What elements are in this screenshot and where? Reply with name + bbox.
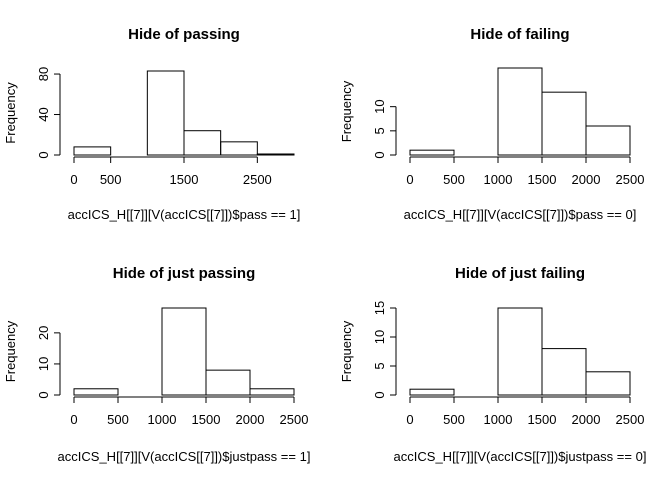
histogram-passing: Hide of passing 0 500 1500 2500 0 40 80 accICS_H… <box>3 26 300 222</box>
x-tick-label: 0 <box>70 412 77 427</box>
x-tick-label: 1000 <box>484 172 513 187</box>
x-tick-label: 2000 <box>572 412 601 427</box>
y-axis-label: Frequency <box>339 80 354 142</box>
x-tick-label: 2500 <box>616 172 645 187</box>
histogram-bar <box>220 141 258 156</box>
x-tick-label: 500 <box>443 412 465 427</box>
y-tick-label: 15 <box>372 301 387 315</box>
histogram-just-failing: Hide of just failing 0 500 1000 1500 2000 2500… <box>339 265 646 464</box>
x-tick-label: 2500 <box>280 412 309 427</box>
x-tick-label: 0 <box>70 172 77 187</box>
x-axis-label: accICS_H[[7]][V(accICS[[7]])$justpass ==… <box>394 449 647 464</box>
chart-title: Hide of failing <box>470 26 569 43</box>
y-tick-label: 10 <box>36 357 51 371</box>
histogram-bar <box>497 307 543 396</box>
histogram-bar <box>73 146 112 156</box>
histogram-bar <box>146 70 185 156</box>
histogram-bar <box>541 348 587 396</box>
y-tick-label: 0 <box>372 151 387 158</box>
histogram-bar <box>249 388 295 396</box>
y-tick-label: 10 <box>372 330 387 344</box>
chart-title: Hide of just failing <box>455 265 585 282</box>
histogram-bar <box>73 388 119 396</box>
x-tick-label: 2500 <box>243 172 272 187</box>
x-axis-label: accICS_H[[7]][V(accICS[[7]])$justpass ==… <box>58 449 311 464</box>
histogram-bar <box>497 67 543 156</box>
x-tick-label: 2000 <box>236 412 265 427</box>
y-tick-label: 0 <box>36 151 51 158</box>
y-tick-label: 80 <box>36 67 51 81</box>
x-tick-label: 500 <box>100 172 122 187</box>
x-tick-label: 1500 <box>192 412 221 427</box>
chart-title: Hide of just passing <box>113 265 256 282</box>
x-tick-label: 1000 <box>484 412 513 427</box>
histogram-bar <box>409 149 455 156</box>
y-axis-label: Frequency <box>3 320 18 382</box>
y-axis-label: Frequency <box>3 82 18 144</box>
histogram-just-passing: Hide of just passing 0 500 1000 1500 2000 2500… <box>3 265 310 464</box>
y-tick-label: 0 <box>372 391 387 398</box>
histogram-bar <box>585 125 631 156</box>
x-tick-label: 1500 <box>528 172 557 187</box>
x-tick-label: 1500 <box>528 412 557 427</box>
y-tick-label: 40 <box>36 107 51 121</box>
x-tick-label: 2000 <box>572 172 601 187</box>
histogram-bar <box>541 91 587 156</box>
chart-title: Hide of passing <box>128 26 240 43</box>
y-tick-label: 0 <box>36 391 51 398</box>
histogram-bar <box>409 388 455 396</box>
x-tick-label: 1000 <box>148 412 177 427</box>
y-tick-label: 10 <box>372 99 387 113</box>
x-axis-label: accICS_H[[7]][V(accICS[[7]])$pass == 1] <box>68 207 301 222</box>
x-tick-label: 500 <box>107 412 129 427</box>
y-tick-label: 20 <box>36 326 51 340</box>
y-tick-label: 5 <box>372 127 387 134</box>
y-axis-label: Frequency <box>339 320 354 382</box>
histogram-failing: Hide of failing 0 500 1000 1500 2000 2500 0 5 10 a… <box>339 26 644 222</box>
x-tick-label: 0 <box>406 412 413 427</box>
histogram-bar <box>205 369 251 396</box>
x-tick-label: 0 <box>406 172 413 187</box>
x-tick-label: 2500 <box>616 412 645 427</box>
x-tick-label: 500 <box>443 172 465 187</box>
histogram-bar <box>161 307 207 396</box>
x-axis-label: accICS_H[[7]][V(accICS[[7]])$pass == 0] <box>404 207 637 222</box>
histogram-bar <box>585 371 631 396</box>
histogram-bar <box>256 153 295 156</box>
x-tick-label: 1500 <box>170 172 199 187</box>
y-tick-label: 5 <box>372 362 387 369</box>
histogram-bar <box>183 130 222 156</box>
